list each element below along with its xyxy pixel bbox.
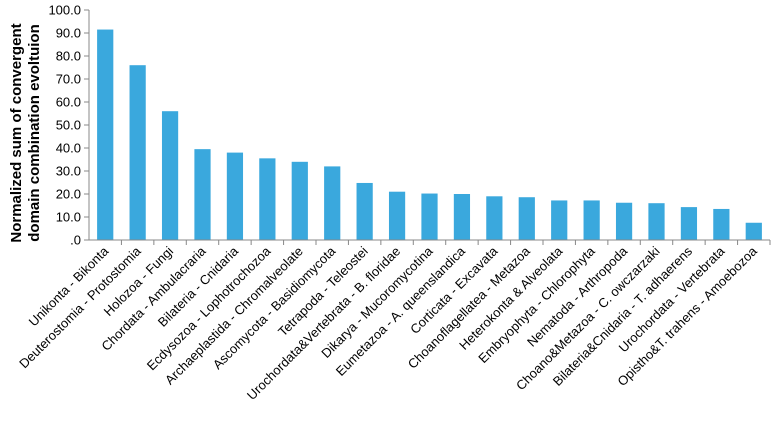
y-tick-label: .0	[70, 233, 81, 248]
bar	[356, 182, 373, 240]
bar	[226, 152, 244, 240]
bar	[648, 203, 665, 240]
bar	[324, 166, 341, 240]
bar	[291, 161, 308, 240]
y-tick-label: 20.0	[56, 187, 81, 202]
bar	[551, 200, 568, 240]
bar	[453, 194, 471, 240]
y-tick-label: 50.0	[56, 118, 81, 133]
bars	[97, 29, 762, 240]
bar	[421, 193, 438, 240]
bar	[194, 149, 211, 240]
bar	[388, 191, 406, 240]
bar	[583, 200, 600, 240]
bar	[745, 222, 762, 240]
y-axis-label-line-1: Normalized sum of convergent	[8, 23, 25, 242]
y-tick-label: 90.0	[56, 26, 81, 41]
y-tick-label: 40.0	[56, 141, 81, 156]
bar	[161, 111, 179, 240]
y-axis-label: Normalized sum of convergent domain comb…	[8, 23, 43, 242]
y-tick-label: 70.0	[56, 72, 81, 87]
y-tick-label: 60.0	[56, 95, 81, 110]
bar	[615, 202, 633, 240]
x-category-label: Deuterostomia - Protostomia	[16, 243, 144, 371]
bar	[518, 197, 535, 240]
y-axis-label-line-2: domain combination evoltuion	[26, 24, 43, 242]
bar	[486, 196, 503, 240]
y-tick-label: 80.0	[56, 49, 81, 64]
bar	[713, 208, 730, 240]
y-tick-label: 30.0	[56, 164, 81, 179]
y-axis-ticks: .0 10.0 20.0 30.0 40.0 50.0 60.0 70.0 80.0 90.0 10…	[48, 3, 89, 248]
bar	[259, 158, 276, 240]
bar	[129, 65, 146, 240]
y-tick-label: 100.0	[48, 3, 81, 18]
bar	[680, 207, 698, 240]
y-tick-label: 10.0	[56, 210, 81, 225]
bar	[97, 29, 114, 240]
